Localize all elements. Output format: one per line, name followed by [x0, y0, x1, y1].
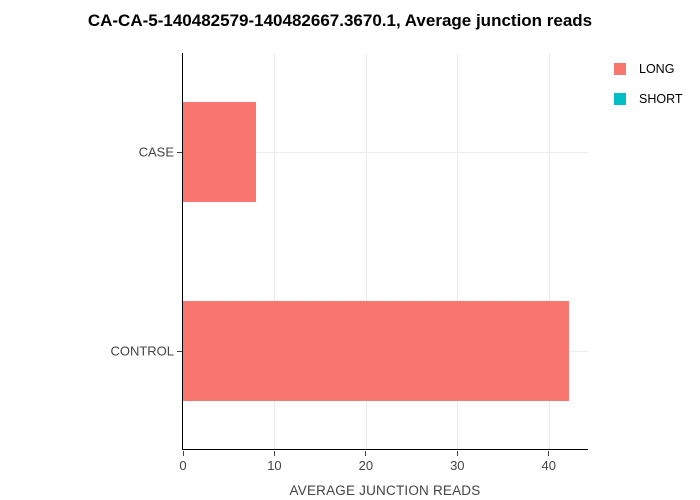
- vertical-gridline: [274, 53, 276, 449]
- horizontal-gridline: [183, 152, 588, 154]
- legend-swatch-long: [614, 63, 626, 75]
- vertical-gridline: [548, 53, 550, 449]
- x-tick-label: 0: [179, 458, 187, 473]
- bar-control-long: [183, 300, 569, 401]
- x-tick-mark: [365, 450, 367, 456]
- x-axis-title: AVERAGE JUNCTION READS: [289, 483, 481, 498]
- x-tick-label: 20: [358, 458, 374, 473]
- y-tick-label: CASE: [138, 144, 174, 160]
- x-tick-label: 40: [541, 458, 556, 473]
- x-tick-mark: [182, 450, 184, 456]
- x-tick-mark: [273, 450, 275, 456]
- vertical-gridline: [365, 53, 367, 449]
- x-tick-label: 30: [450, 458, 465, 473]
- plot-panel: 0 10 20 30 40 CASE CONTROL: [110, 53, 588, 473]
- x-tick-mark: [548, 450, 550, 456]
- y-tick-mark: [176, 350, 182, 352]
- legend-item-short[interactable]: SHORT: [614, 92, 683, 106]
- legend-label-short: SHORT: [639, 92, 683, 106]
- y-tick-mark: [176, 152, 182, 154]
- x-tick-label: 10: [267, 458, 282, 473]
- chart-title: CA-CA-5-140482579-140482667.3670.1, Aver…: [87, 11, 593, 30]
- x-tick-mark: [456, 450, 458, 456]
- legend-label-long: LONG: [639, 62, 675, 76]
- vertical-gridline: [457, 53, 459, 449]
- bar-case-long: [183, 102, 257, 203]
- y-tick-label: CONTROL: [110, 343, 174, 359]
- legend-swatch-short: [614, 93, 626, 105]
- legend-item-long[interactable]: LONG: [614, 62, 674, 76]
